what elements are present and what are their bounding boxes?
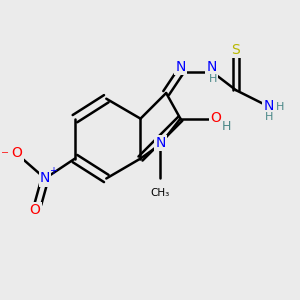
Text: O: O: [12, 146, 22, 161]
Text: CH₃: CH₃: [151, 188, 170, 198]
Text: +: +: [49, 166, 57, 176]
Text: O: O: [211, 112, 221, 126]
Text: O: O: [211, 111, 221, 125]
Text: N: N: [175, 59, 186, 74]
Text: N: N: [206, 59, 217, 74]
Text: H: H: [222, 120, 232, 133]
Text: N: N: [155, 136, 166, 150]
Text: ⁻: ⁻: [1, 148, 9, 163]
Text: H: H: [276, 102, 284, 112]
Text: S: S: [232, 43, 240, 57]
Text: H: H: [223, 118, 233, 131]
Text: N: N: [263, 99, 274, 113]
Text: H: H: [209, 74, 217, 84]
Text: H: H: [265, 112, 273, 122]
Text: O: O: [30, 203, 40, 217]
Text: N: N: [40, 172, 50, 185]
